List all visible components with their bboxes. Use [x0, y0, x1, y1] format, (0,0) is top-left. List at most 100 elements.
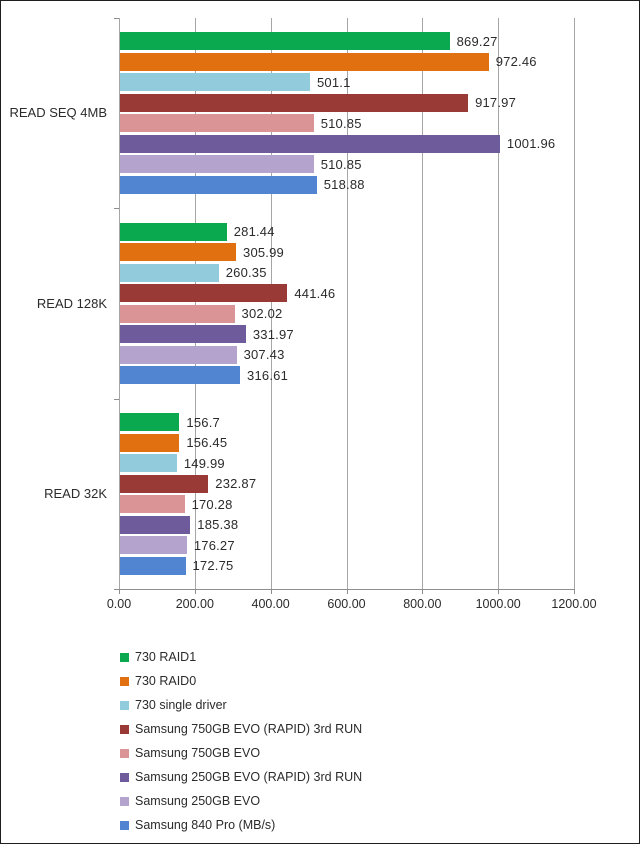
legend-swatch-icon — [120, 772, 129, 782]
bar-value-label: 185.38 — [197, 517, 239, 533]
bar-row: 170.28 — [120, 495, 233, 514]
bar-row: 307.43 — [120, 345, 285, 364]
bar-value-label: 281.44 — [233, 224, 275, 240]
x-axis-tick — [498, 589, 500, 594]
x-axis-tick-label: 0.00 — [106, 597, 132, 611]
bar — [120, 304, 235, 323]
bar — [120, 114, 314, 133]
legend-swatch-icon — [120, 700, 129, 710]
legend-label: Samsung 840 Pro (MB/s) — [135, 818, 276, 832]
bar-row: 149.99 — [120, 454, 225, 473]
gridline — [270, 18, 272, 589]
bar-value-label: 302.02 — [241, 306, 283, 322]
bar — [120, 93, 469, 112]
legend-swatch-icon — [120, 748, 129, 758]
x-axis-tick — [194, 589, 196, 594]
x-axis-line — [118, 589, 575, 590]
bar-value-label: 307.43 — [243, 347, 285, 363]
bar-row: 510.85 — [120, 155, 362, 174]
gridline — [346, 18, 348, 589]
legend-label: 730 RAID0 — [135, 674, 197, 688]
legend-swatch-icon — [120, 676, 129, 686]
bar — [120, 263, 219, 282]
y-axis-tick — [114, 208, 119, 210]
bar-value-label: 232.87 — [215, 476, 257, 492]
bar-row: 510.85 — [120, 114, 362, 133]
bar — [120, 134, 500, 153]
x-axis-tick — [270, 589, 272, 594]
bar-value-label: 260.35 — [225, 265, 267, 281]
bar — [120, 413, 180, 432]
bar-value-label: 917.97 — [475, 95, 517, 111]
legend-item: Samsung 750GB EVO (RAPID) 3rd RUN — [120, 717, 362, 741]
bar-row: 869.27 — [120, 32, 498, 51]
x-axis-tick-label: 200.00 — [175, 597, 214, 611]
bar — [120, 52, 489, 71]
bar — [120, 345, 237, 364]
legend-swatch-icon — [120, 796, 129, 806]
gridline — [574, 18, 575, 589]
bar-row: 176.27 — [120, 536, 235, 555]
legend: 730 RAID1 730 RAID0 730 single driver Samsu… — [120, 645, 362, 837]
legend-item: Samsung 250GB EVO (RAPID) 3rd RUN — [120, 765, 362, 789]
legend-item: 730 RAID0 — [120, 669, 362, 693]
bar — [120, 243, 237, 262]
legend-item: Samsung 840 Pro (MB/s) — [120, 813, 362, 837]
bar-row: 316.61 — [120, 366, 289, 385]
bar-value-label: 510.85 — [320, 156, 362, 172]
category-label: READ 128K — [36, 295, 107, 311]
x-axis-tick-label: 1000.00 — [475, 597, 521, 611]
bar-row: 156.7 — [120, 413, 220, 432]
bar-row: 305.99 — [120, 243, 284, 262]
x-axis-tick — [422, 589, 424, 594]
legend-label: Samsung 750GB EVO (RAPID) 3rd RUN — [135, 722, 363, 736]
bar — [120, 73, 310, 92]
x-axis-tick — [119, 589, 120, 594]
x-axis-tick-label: 1200.00 — [551, 597, 597, 611]
bar-value-label: 869.27 — [456, 33, 498, 49]
bar-row: 441.46 — [120, 284, 336, 303]
x-axis-tick — [346, 589, 348, 594]
bar-row: 501.1 — [120, 73, 351, 92]
bar-value-label: 149.99 — [183, 455, 225, 471]
bar — [120, 433, 180, 452]
gridline — [194, 18, 196, 589]
legend-item: 730 RAID1 — [120, 645, 362, 669]
legend-label: 730 RAID1 — [135, 650, 197, 664]
y-axis-tick — [114, 18, 119, 19]
bar-row: 518.88 — [120, 175, 365, 194]
bar — [120, 32, 450, 51]
bar-row: 917.97 — [120, 93, 517, 112]
bar — [120, 536, 187, 555]
bar-value-label: 316.61 — [247, 367, 289, 383]
bar-value-label: 501.1 — [317, 74, 351, 90]
bar-value-label: 156.45 — [186, 435, 228, 451]
bar — [120, 495, 185, 514]
bar — [120, 155, 314, 174]
x-axis-tick-label: 800.00 — [403, 597, 442, 611]
bar — [120, 222, 227, 241]
bar-row: 185.38 — [120, 515, 239, 534]
legend-label: Samsung 250GB EVO (RAPID) 3rd RUN — [135, 770, 363, 784]
bar — [120, 556, 186, 575]
y-axis-line — [119, 18, 120, 589]
bar-value-label: 1001.96 — [506, 136, 556, 152]
gridline — [422, 18, 424, 589]
x-axis-tick — [574, 589, 575, 594]
bar — [120, 454, 177, 473]
y-axis-tick — [114, 398, 119, 400]
bar-value-label: 972.46 — [495, 54, 537, 70]
bar-row: 156.45 — [120, 433, 228, 452]
bar — [120, 325, 246, 344]
legend-item: 730 single driver — [120, 693, 362, 717]
bar-value-label: 441.46 — [294, 285, 336, 301]
category-label: READ SEQ 4MB — [9, 105, 107, 121]
x-axis-tick-label: 400.00 — [251, 597, 290, 611]
bar-value-label: 170.28 — [191, 496, 233, 512]
category-label: READ 32K — [44, 485, 107, 501]
bar-row: 302.02 — [120, 304, 283, 323]
bar-value-label: 156.7 — [186, 414, 220, 430]
bar-row: 1001.96 — [120, 134, 556, 153]
bar-row: 281.44 — [120, 222, 275, 241]
